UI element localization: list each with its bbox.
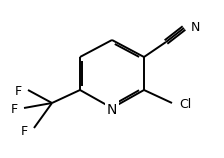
Text: F: F — [11, 103, 18, 116]
Text: N: N — [191, 21, 200, 34]
Text: F: F — [15, 85, 22, 98]
Text: Cl: Cl — [179, 98, 191, 111]
Text: N: N — [107, 103, 117, 116]
Text: F: F — [21, 125, 28, 138]
